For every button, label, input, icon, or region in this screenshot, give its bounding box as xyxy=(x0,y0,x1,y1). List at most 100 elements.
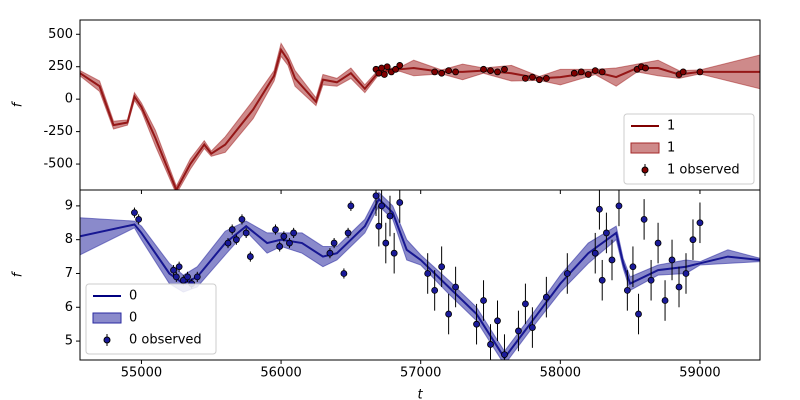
observed-point xyxy=(615,202,623,210)
observed-point xyxy=(696,68,704,76)
legend-label: 0 xyxy=(129,311,137,326)
observed-point xyxy=(344,229,352,237)
observed-point xyxy=(238,216,246,223)
observed-point xyxy=(640,216,648,223)
observed-point xyxy=(679,68,687,76)
observed-point xyxy=(175,263,183,271)
y-axis-label: f xyxy=(11,100,26,107)
x-axis-label: t xyxy=(417,388,423,400)
observed-point xyxy=(603,229,610,237)
observed-point xyxy=(424,270,432,277)
observed-point xyxy=(392,65,399,73)
observed-point xyxy=(623,286,631,294)
y-tick-label: 0 xyxy=(65,92,73,107)
y-axis-label: f xyxy=(11,270,26,277)
observed-point xyxy=(642,64,649,72)
observed-point xyxy=(535,76,543,84)
observed-point xyxy=(501,65,508,73)
observed-point xyxy=(224,239,232,247)
observed-point xyxy=(135,216,143,223)
observed-point xyxy=(131,209,138,217)
x-tick-label: 59000 xyxy=(679,366,720,381)
observed-point xyxy=(445,310,453,318)
observed-point xyxy=(487,341,494,348)
observed-point xyxy=(396,199,404,206)
observed-point xyxy=(647,276,655,284)
legend-swatch xyxy=(103,336,111,344)
observed-point xyxy=(480,65,487,73)
x-tick-label: 56000 xyxy=(260,366,301,381)
observed-point xyxy=(280,232,288,240)
legend-label: 1 xyxy=(667,141,675,156)
observed-point xyxy=(661,297,669,304)
observed-point xyxy=(438,69,446,77)
observed-point xyxy=(375,222,383,230)
observed-point xyxy=(383,63,391,71)
observed-point xyxy=(584,71,592,78)
observed-point xyxy=(286,239,293,247)
observed-point xyxy=(172,273,180,281)
observed-point xyxy=(184,273,191,281)
observed-point xyxy=(591,249,599,257)
observed-point xyxy=(232,236,240,244)
y-tick-label: 500 xyxy=(48,27,73,42)
observed-point xyxy=(682,270,690,277)
observed-point xyxy=(675,283,683,291)
y-tick-label: 7 xyxy=(65,266,73,281)
legend-swatch xyxy=(630,142,660,154)
observed-point xyxy=(689,236,697,244)
y-tick-label: 8 xyxy=(65,232,73,247)
observed-point xyxy=(668,256,676,264)
x-tick-label: 57000 xyxy=(400,366,441,381)
observed-point xyxy=(390,249,398,257)
x-tick-label: 58000 xyxy=(540,366,581,381)
observed-point xyxy=(276,243,284,250)
observed-point xyxy=(228,226,236,233)
plot-area xyxy=(80,42,760,190)
observed-point xyxy=(494,68,501,76)
legend-swatch xyxy=(92,312,122,324)
legend-box xyxy=(85,283,217,355)
observed-point xyxy=(438,263,446,271)
observed-point xyxy=(330,239,338,247)
observed-point xyxy=(542,74,550,82)
observed-point xyxy=(635,310,642,318)
plot-area xyxy=(80,190,760,360)
observed-point xyxy=(452,68,460,76)
legend-label: 0 xyxy=(129,289,137,304)
observed-point xyxy=(522,74,529,82)
observed-point xyxy=(629,263,637,271)
observed-point xyxy=(386,212,394,220)
observed-point xyxy=(378,64,386,72)
axes-frame xyxy=(79,189,761,361)
observed-point xyxy=(396,62,404,69)
observed-point xyxy=(654,239,662,247)
legend-box xyxy=(623,113,755,185)
observed-point xyxy=(529,324,536,331)
observed-point xyxy=(378,202,386,210)
observed-point xyxy=(696,219,704,227)
observed-point xyxy=(290,229,298,237)
observed-point xyxy=(608,256,616,264)
observed-point xyxy=(563,270,571,277)
observed-point xyxy=(347,202,355,210)
confidence-band xyxy=(80,42,760,190)
observed-point xyxy=(515,327,522,335)
observed-point xyxy=(522,300,529,308)
y-tick-label: 5 xyxy=(65,334,73,349)
observed-point xyxy=(326,249,334,257)
y-tick-label: -250 xyxy=(43,124,73,139)
observed-point xyxy=(452,283,460,291)
observed-point xyxy=(596,205,603,213)
y-tick-label: 250 xyxy=(48,59,73,74)
observed-point xyxy=(529,73,536,81)
y-tick-label: 9 xyxy=(65,198,73,213)
observed-point xyxy=(372,192,380,200)
observed-point xyxy=(380,71,388,78)
observed-point xyxy=(382,239,390,247)
legend-label: 0 observed xyxy=(129,333,202,348)
observed-point xyxy=(445,67,453,75)
observed-point xyxy=(542,293,550,301)
observed-point xyxy=(480,297,487,304)
